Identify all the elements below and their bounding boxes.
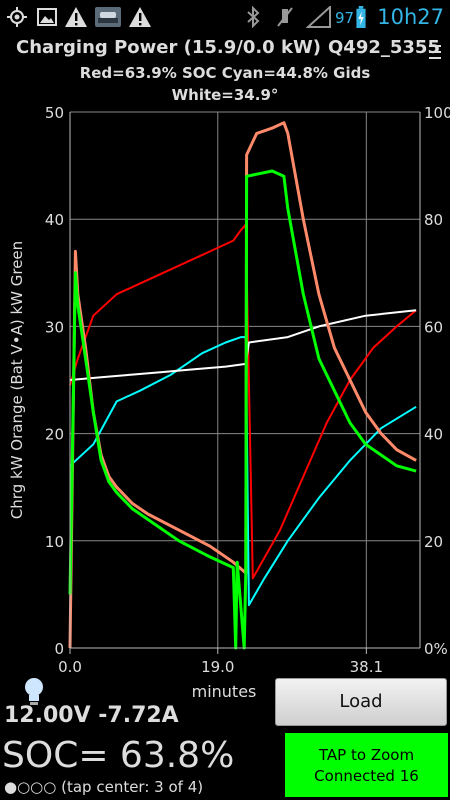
tap-to-zoom-button[interactable]: TAP to Zoom Connected 16 [285,733,448,797]
car-icon [95,7,121,27]
battery-percent: 97 [335,9,355,27]
y-tick-right: 0% [424,640,448,658]
x-axis-label: minutes [192,682,257,700]
load-button[interactable]: Load [275,678,447,726]
voltage-current-readout: 12.00V -7.72A [4,703,179,728]
status-bar: 97 10h27 [0,0,450,36]
page-dots: ●○○○ [4,778,62,796]
y-tick-right: 20 [424,533,443,551]
tap-to-zoom-label: TAP to Zoom [318,746,415,764]
y-axis-label: Chrg kW Orange (Bat V•A) kW Green [8,241,26,519]
series-line-3 [68,121,417,649]
overflow-menu-icon[interactable] [428,42,442,62]
tap-center-label: (tap center: 3 of 4) [61,778,204,796]
series-line-0 [69,223,417,580]
mute-icon [277,7,293,27]
warning-icon [65,7,87,27]
y-tick-left: 30 [45,318,64,336]
tap-center-indicator: ●○○○ (tap center: 3 of 4) [4,778,203,796]
image-icon [37,8,57,26]
y-tick-left: 40 [45,211,64,229]
vehicle-id: Q492_5355 [328,37,440,58]
warning-icon [129,7,151,27]
chart-title: Charging Power (15.9/0.0 kW) [16,37,322,58]
y-tick-left: 0 [54,640,64,658]
chart-axes: 0 0% 10 20 20 40 30 60 40 80 50 100 0.0 19.0 38.1 [45,104,450,676]
x-tick-label: 0.0 [58,658,82,676]
x-tick-label: 38.1 [350,658,383,676]
y-tick-left: 20 [45,426,64,444]
charging-chart[interactable]: 0 0% 10 20 20 40 30 60 40 80 50 100 0.0 19.0 38.1 Chrg… [0,100,450,700]
soc-readout: SOC= 63.8% [2,735,235,776]
connection-status: Connected 16 [314,767,419,785]
series-line-2 [69,309,417,381]
y-tick-right: 40 [424,426,443,444]
gps-icon [7,7,27,27]
x-tick-label: 19.0 [201,658,234,676]
chart-series [68,121,417,650]
y-tick-right: 100 [424,104,450,122]
bluetooth-icon [247,6,260,28]
legend-line-1: Red=63.9% SOC Cyan=44.8% Gids [79,64,371,82]
status-time: 10h27 [377,5,444,29]
lightbulb-icon[interactable] [20,676,48,706]
signal-icon [306,6,331,28]
series-line-4 [68,169,417,650]
y-tick-right: 80 [424,211,443,229]
battery-icon [356,6,366,28]
series-line-1 [69,336,417,607]
y-tick-right: 60 [424,318,443,336]
y-tick-left: 10 [45,533,64,551]
y-tick-left: 50 [45,104,64,122]
legend-line-2: White=34.9° [171,86,279,104]
